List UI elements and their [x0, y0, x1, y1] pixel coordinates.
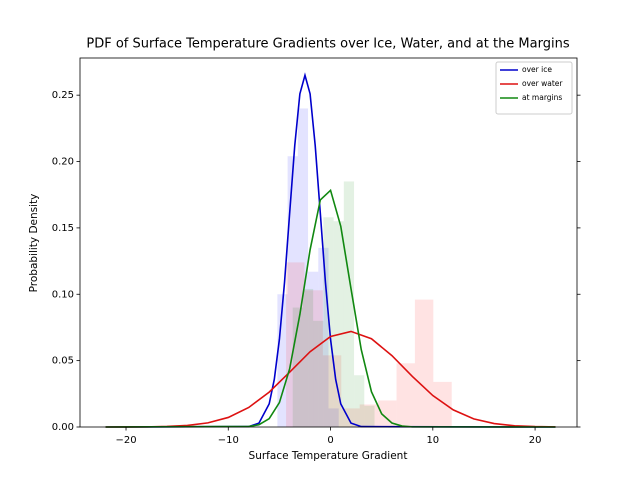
histogram-bar	[333, 221, 344, 427]
histogram-bar	[318, 247, 329, 427]
histogram-bar	[343, 181, 355, 427]
histogram-bar	[396, 363, 415, 427]
legend-box	[495, 61, 573, 115]
histogram-bar	[297, 108, 309, 428]
y-tick-label: 0.05	[52, 356, 74, 367]
x-tick-label: 0	[327, 435, 333, 446]
histogram-bar	[313, 320, 324, 427]
y-axis-label: Probability Density	[28, 194, 40, 293]
x-tick-label: 10	[426, 435, 439, 446]
histogram-bar	[277, 294, 288, 427]
density-line	[105, 72, 556, 428]
legend-label: over water	[522, 79, 563, 88]
density-line	[105, 188, 556, 428]
histogram-bar	[304, 290, 323, 427]
histogram-bar	[287, 156, 298, 427]
y-tick-label: 0.25	[52, 90, 74, 101]
y-tick-label: 0.15	[52, 223, 74, 234]
histogram-bar	[328, 408, 339, 427]
y-tick-label: 0.10	[52, 289, 74, 300]
density-line	[105, 330, 556, 428]
chart-title: PDF of Surface Temperature Gradients ove…	[86, 37, 569, 52]
y-tick-label: 0.00	[52, 422, 74, 433]
histogram-bar	[286, 262, 305, 427]
histogram-bar	[359, 404, 379, 427]
histogram-bar	[378, 400, 397, 427]
histogram-bar	[322, 355, 342, 427]
histogram-bar	[354, 375, 365, 427]
y-tick-label: 0.20	[52, 157, 74, 168]
histogram-bar	[302, 288, 314, 427]
x-tick-label: 20	[529, 435, 542, 446]
legend-label: over ice	[522, 65, 552, 74]
axes-frame	[79, 57, 578, 428]
histogram-bar	[433, 381, 452, 427]
histogram-bar	[292, 307, 303, 427]
x-axis-label: Surface Temperature Gradient	[249, 450, 408, 462]
x-tick-label: −10	[218, 435, 239, 446]
x-tick-label: −20	[115, 435, 136, 446]
histogram-bar	[364, 405, 375, 427]
legend-label: at margins	[522, 93, 562, 102]
legend: over ice over water at margins	[495, 61, 573, 115]
histogram-bar	[414, 299, 434, 427]
